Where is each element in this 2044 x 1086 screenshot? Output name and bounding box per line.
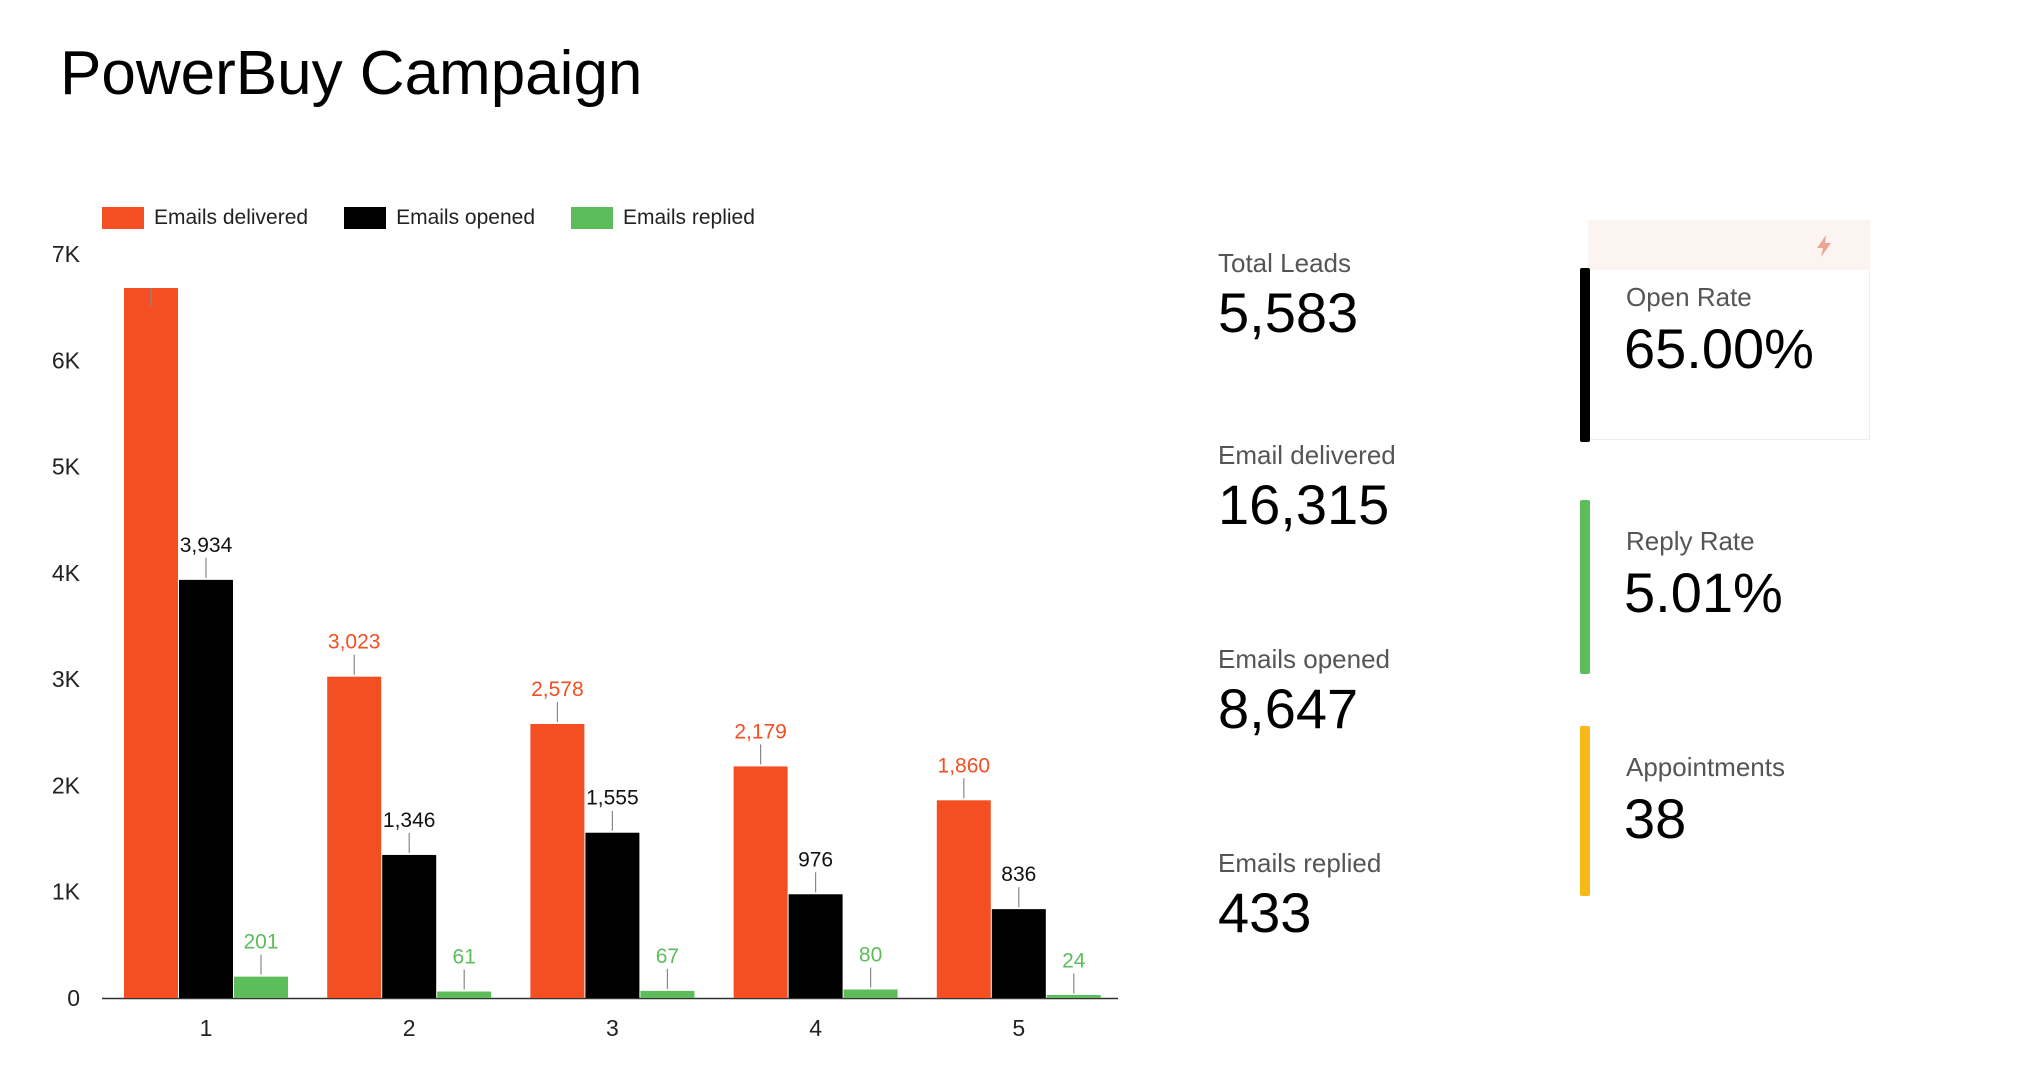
stat-value: 8,647 (1218, 677, 1359, 740)
bar (1046, 995, 1101, 998)
rate-value: 5.01% (1624, 561, 1783, 624)
bar (733, 766, 788, 998)
data-label: 67 (656, 945, 679, 968)
legend-label-replied: Emails replied (623, 206, 755, 229)
bar-chart: Emails delivered Emails opened Emails re… (0, 190, 1140, 1070)
stat-label: Total Leads (1218, 248, 1351, 278)
legend-swatch-replied (571, 207, 613, 229)
x-tick-label: 3 (606, 1015, 619, 1041)
data-label: 61 (453, 946, 476, 969)
data-label: 3,934 (180, 534, 233, 557)
appointments-card: Appointments 38 (1578, 726, 1868, 896)
rate-label: Open Rate (1626, 282, 1752, 312)
legend-label-delivered: Emails delivered (154, 206, 309, 229)
data-label: 1,346 (383, 809, 436, 832)
bar (788, 894, 843, 998)
rate-value: 38 (1624, 787, 1687, 850)
stat-total-leads: Total Leads 5,583 (1218, 248, 1518, 345)
y-tick-label: 6K (52, 347, 81, 373)
y-tick-label: 7K (52, 241, 81, 267)
bar (382, 854, 437, 998)
data-label: 836 (1001, 863, 1036, 886)
rate-indicator-bar (1580, 268, 1590, 442)
rate-indicator-bar (1580, 500, 1590, 674)
chart-plot-area: 0 1K 2K 3K 4K 5K 6K 7K 3,934 201 1 3,023 1,346 61 2 2,5… (52, 241, 1118, 1041)
bar (936, 800, 991, 998)
rate-value: 65.00% (1624, 317, 1814, 380)
y-tick-label: 3K (52, 666, 81, 692)
data-label: 3,023 (328, 631, 381, 654)
stat-label: Emails opened (1218, 644, 1390, 674)
y-tick-label: 2K (52, 772, 81, 798)
legend-item-replied[interactable]: Emails replied (571, 206, 755, 230)
stat-emails-replied: Emails replied 433 (1218, 848, 1518, 945)
bar (234, 976, 288, 998)
bar (437, 991, 492, 998)
y-tick-label: 0 (67, 985, 80, 1011)
stat-email-delivered: Email delivered 16,315 (1218, 440, 1518, 537)
bar (585, 832, 640, 998)
stat-value: 16,315 (1218, 473, 1390, 536)
rate-label: Reply Rate (1626, 526, 1755, 556)
page-title: PowerBuy Campaign (60, 39, 643, 108)
x-tick-label: 4 (809, 1015, 822, 1041)
x-tick-label: 2 (403, 1015, 416, 1041)
legend-swatch-opened (344, 207, 387, 229)
legend-label-opened: Emails opened (396, 206, 535, 229)
data-label: 201 (243, 931, 278, 954)
stat-value: 433 (1218, 881, 1312, 944)
open-rate-card[interactable]: Open Rate 65.00% (1578, 220, 1870, 442)
reply-rate-card: Reply Rate 5.01% (1578, 500, 1868, 674)
bar (530, 723, 585, 998)
rate-indicator-bar (1580, 726, 1590, 896)
data-label: 24 (1062, 949, 1086, 972)
bar (843, 989, 898, 998)
data-label: 976 (798, 848, 833, 871)
bar (640, 990, 695, 998)
stat-emails-opened: Emails opened 8,647 (1218, 644, 1518, 741)
chart-legend: Emails delivered Emails opened Emails re… (102, 206, 791, 230)
legend-item-opened[interactable]: Emails opened (344, 206, 535, 230)
y-tick-label: 4K (52, 560, 81, 586)
rate-label: Appointments (1626, 752, 1785, 782)
bar (327, 676, 382, 998)
bar (991, 909, 1046, 998)
x-tick-label: 5 (1012, 1015, 1025, 1041)
data-label: 2,179 (734, 720, 787, 743)
bar (124, 288, 178, 998)
data-label: 1,555 (586, 787, 639, 810)
legend-item-delivered[interactable]: Emails delivered (102, 206, 308, 230)
x-tick-label: 1 (200, 1015, 213, 1041)
stat-label: Emails replied (1218, 848, 1382, 878)
stat-value: 5,583 (1218, 281, 1359, 344)
bar (179, 579, 233, 998)
data-label: 2,578 (531, 678, 584, 701)
data-label: 1,860 (938, 754, 991, 777)
card-header (1588, 220, 1870, 270)
bolt-icon[interactable] (1814, 234, 1834, 258)
data-label: 80 (859, 943, 882, 966)
stat-label: Email delivered (1218, 440, 1396, 470)
y-tick-label: 1K (52, 879, 81, 905)
y-tick-label: 5K (52, 454, 81, 480)
legend-swatch-delivered (102, 207, 144, 229)
